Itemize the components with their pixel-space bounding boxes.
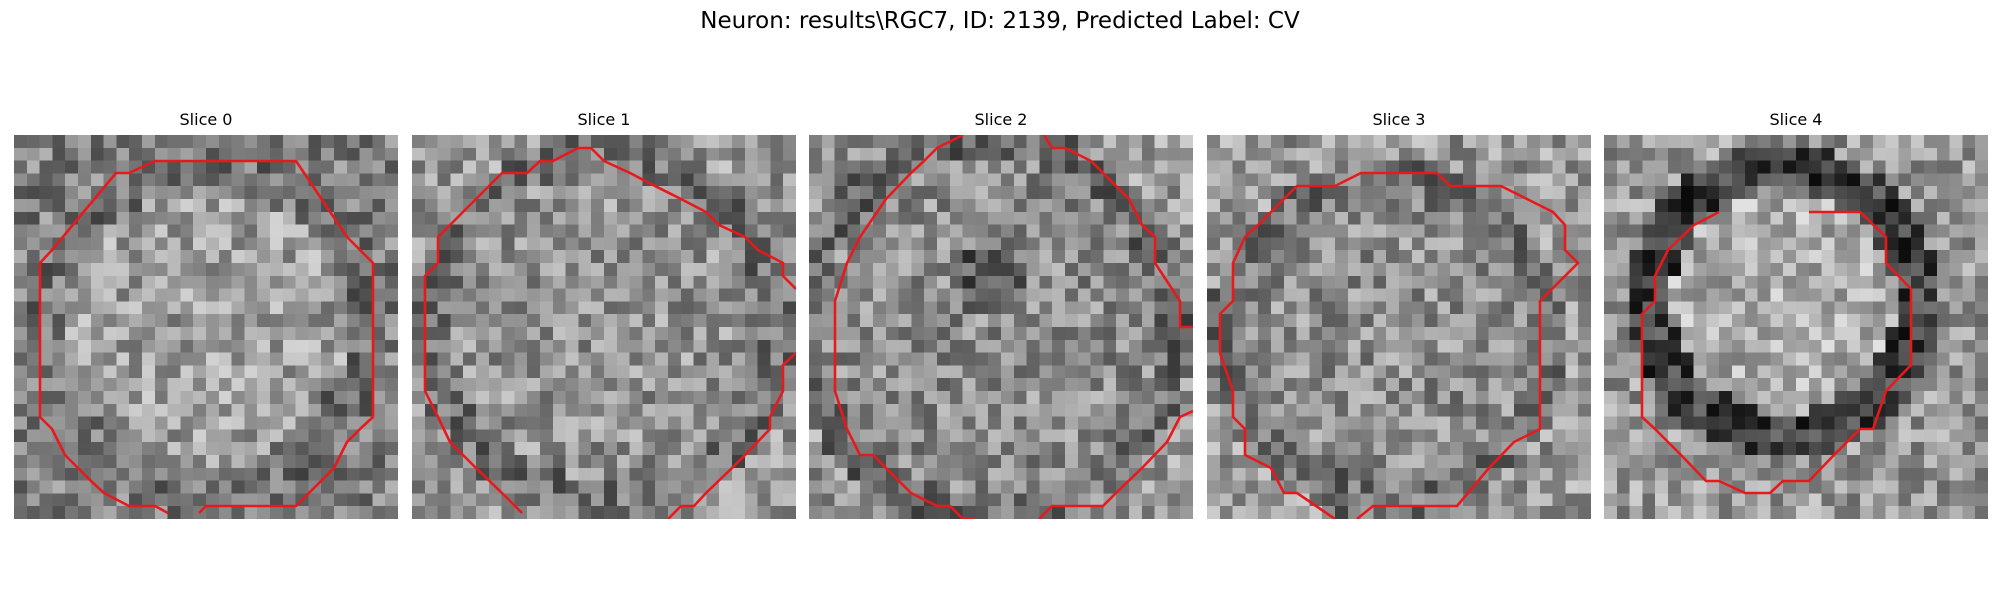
slice-panel-2: Slice 2 [809,108,1193,519]
contour-overlay [833,135,1193,519]
contour-line [1640,210,1913,495]
slice-image [412,135,796,519]
slice-title: Slice 1 [577,110,631,129]
slice-title: Slice 3 [1372,110,1426,129]
slice-title: Slice 2 [974,110,1028,129]
slice-panel-1: Slice 1 [412,108,796,519]
slice-image [1604,135,1988,519]
slice-panel-4: Slice 4 [1604,108,1988,519]
slice-title: Slice 0 [179,110,233,129]
contour-line [1038,409,1193,519]
slice-title: Slice 4 [1769,110,1823,129]
contour-line [423,146,796,514]
contour-overlay [1218,171,1580,519]
slice-image [809,135,1193,519]
contour-overlay [423,146,796,519]
contour-overlay [38,159,375,515]
contour-overlay [1640,210,1913,495]
slice-image [1207,135,1591,519]
grayscale-tile-image [14,135,398,519]
contour-line [1218,171,1580,519]
slice-panel-3: Slice 3 [1207,108,1591,519]
grayscale-tile-image [1604,135,1988,519]
figure-title: Neuron: results\RGC7, ID: 2139, Predicte… [700,8,1300,34]
contour-line [833,135,975,519]
contour-line [667,352,796,519]
contour-line [1042,135,1193,329]
contour-line [38,159,375,515]
slice-panel-0: Slice 0 [14,108,398,519]
slice-image [14,135,398,519]
